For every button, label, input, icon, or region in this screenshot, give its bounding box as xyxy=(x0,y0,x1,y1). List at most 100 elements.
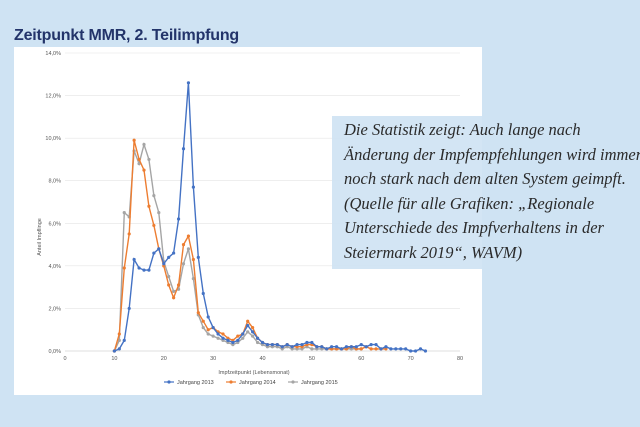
data-point xyxy=(255,336,260,340)
data-point xyxy=(186,81,191,85)
data-point xyxy=(374,347,378,351)
data-point xyxy=(167,274,171,279)
series-line xyxy=(113,142,362,352)
data-point xyxy=(334,345,339,349)
data-point xyxy=(349,345,353,349)
data-point xyxy=(423,349,428,353)
data-point xyxy=(196,255,200,259)
y-tick-label: 6,0% xyxy=(48,221,61,227)
legend-label: Jahrgang 2015 xyxy=(301,380,338,386)
data-point xyxy=(186,247,191,251)
y-tick-label: 10,0% xyxy=(45,136,61,142)
data-point xyxy=(413,349,418,353)
data-point xyxy=(137,266,141,270)
data-point xyxy=(226,338,230,342)
data-point xyxy=(241,336,245,340)
y-tick-label: 14,0% xyxy=(45,51,61,57)
data-point xyxy=(132,138,136,142)
data-point xyxy=(344,345,349,349)
data-point xyxy=(394,347,398,351)
data-point xyxy=(167,283,171,287)
data-point xyxy=(191,257,195,262)
data-point xyxy=(399,347,403,351)
x-tick-label: 10 xyxy=(111,356,117,362)
data-point xyxy=(172,251,176,255)
x-tick-label: 30 xyxy=(210,356,216,362)
data-point xyxy=(206,328,210,332)
legend-label: Jahrgang 2013 xyxy=(177,380,214,386)
y-axis-ticks: 0,0% 2,0% 4,0% 6,0% 8,0% 10,0% 12,0% 14,0% xyxy=(45,51,61,355)
data-point xyxy=(117,332,121,336)
x-axis-ticks: 0 10 20 30 40 50 60 70 80 xyxy=(63,356,463,362)
data-point xyxy=(172,289,176,293)
x-tick-label: 60 xyxy=(358,356,364,362)
data-point xyxy=(359,347,363,351)
data-point xyxy=(112,349,116,353)
x-tick-label: 40 xyxy=(259,356,265,362)
data-point xyxy=(142,142,146,147)
x-tick-label: 70 xyxy=(408,356,414,362)
data-point xyxy=(181,147,186,151)
data-point xyxy=(132,257,136,262)
data-point xyxy=(246,330,250,334)
data-point xyxy=(290,345,294,349)
data-point xyxy=(127,306,131,311)
data-point xyxy=(221,336,225,340)
data-point xyxy=(260,340,265,345)
page-title: Zeitpunkt MMR, 2. Teilimpfung xyxy=(14,27,239,44)
data-point xyxy=(196,311,200,315)
data-point xyxy=(285,343,289,347)
series-2 xyxy=(112,142,363,353)
line-chart: 0,0% 2,0% 4,0% 6,0% 8,0% 10,0% 12,0% 14,0% 0 10 2… xyxy=(37,51,463,386)
data-point xyxy=(191,277,195,281)
y-tick-label: 2,0% xyxy=(48,306,61,312)
legend-swatch-marker xyxy=(167,380,171,384)
data-point xyxy=(206,332,210,336)
data-point xyxy=(181,242,186,247)
data-point xyxy=(211,325,215,330)
data-point xyxy=(167,255,171,259)
data-point xyxy=(201,325,205,330)
data-point xyxy=(310,340,314,345)
data-point xyxy=(152,194,156,198)
data-point xyxy=(251,325,255,330)
data-point xyxy=(325,347,329,351)
data-point xyxy=(236,338,240,342)
data-point xyxy=(315,345,319,349)
data-point xyxy=(339,347,344,351)
data-point xyxy=(117,338,121,342)
data-point xyxy=(280,345,284,349)
data-point xyxy=(270,343,274,347)
gridlines xyxy=(65,52,460,352)
data-point xyxy=(206,315,210,319)
data-point xyxy=(275,343,279,347)
data-point xyxy=(216,332,220,336)
data-point xyxy=(176,217,181,221)
data-point xyxy=(162,262,166,266)
data-point xyxy=(142,168,146,172)
data-point xyxy=(186,234,191,238)
data-point xyxy=(310,347,314,351)
data-point xyxy=(221,332,225,336)
data-point xyxy=(354,345,358,349)
series-0 xyxy=(112,81,428,353)
data-point xyxy=(384,345,388,349)
data-point xyxy=(191,185,195,189)
y-tick-label: 8,0% xyxy=(48,179,61,185)
data-point xyxy=(137,162,141,166)
data-point xyxy=(305,340,309,345)
data-point xyxy=(241,332,245,336)
caption-text: Die Statistik zeigt: Auch lange nach Änd… xyxy=(332,116,640,269)
data-point xyxy=(157,247,161,251)
data-point xyxy=(295,343,299,347)
legend-label: Jahrgang 2014 xyxy=(239,380,276,386)
data-point xyxy=(369,343,373,347)
data-point xyxy=(231,340,235,345)
data-point xyxy=(246,323,250,328)
data-point xyxy=(236,334,240,338)
legend: Jahrgang 2013 Jahrgang 2014 Jahrgang 2015 xyxy=(164,380,338,386)
data-point xyxy=(157,211,161,215)
data-point xyxy=(379,347,383,351)
data-point xyxy=(216,336,220,340)
x-tick-label: 80 xyxy=(457,356,463,362)
